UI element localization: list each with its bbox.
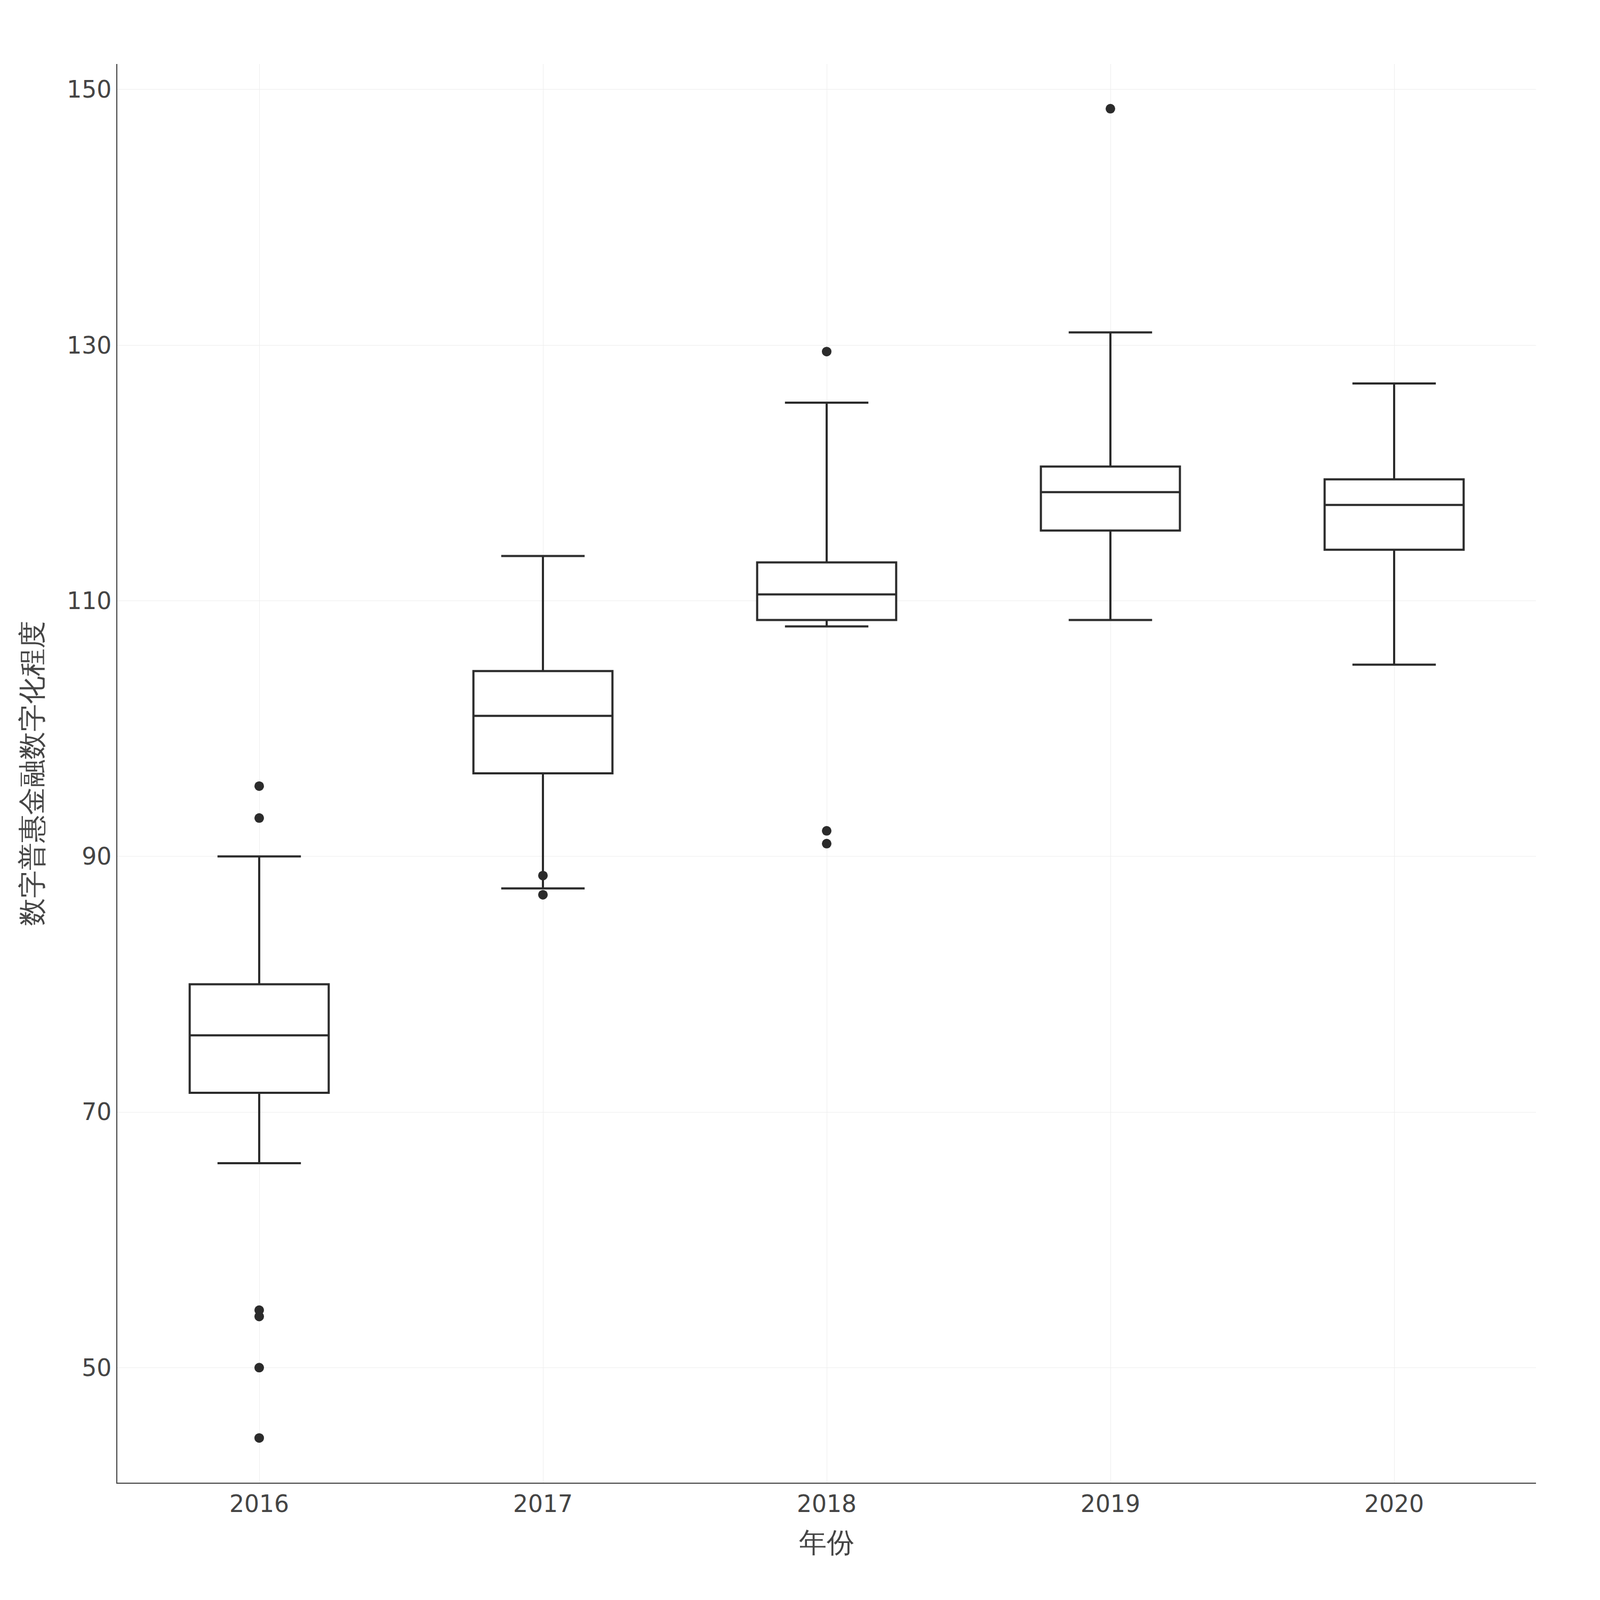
svg-text:2017: 2017 (513, 1490, 573, 1518)
svg-text:2018: 2018 (796, 1490, 857, 1518)
svg-text:2020: 2020 (1364, 1490, 1424, 1518)
svg-text:150: 150 (66, 75, 112, 103)
svg-text:50: 50 (81, 1354, 112, 1382)
svg-text:年份: 年份 (798, 1526, 855, 1559)
svg-text:数字普惠金融数字化程度: 数字普惠金融数字化程度 (16, 620, 48, 926)
svg-text:2019: 2019 (1080, 1490, 1141, 1518)
svg-text:90: 90 (81, 842, 112, 870)
svg-text:110: 110 (66, 587, 112, 615)
svg-text:130: 130 (66, 331, 112, 359)
svg-text:70: 70 (81, 1098, 112, 1126)
svg-text:2016: 2016 (229, 1490, 290, 1518)
